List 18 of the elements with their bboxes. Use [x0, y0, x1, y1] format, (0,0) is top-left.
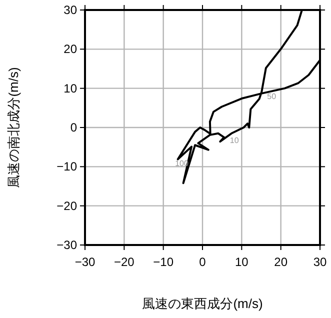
- y-tick-label: 0: [70, 120, 78, 134]
- x-tick-label: −30: [74, 255, 96, 269]
- annotation: 10: [230, 136, 240, 146]
- y-tick-label: −30: [56, 238, 78, 252]
- x-tick-label: −10: [153, 255, 174, 269]
- y-tick-label: 10: [64, 81, 78, 96]
- y-tick-label: −20: [56, 198, 78, 213]
- annotation: 50: [267, 92, 277, 102]
- y-tick-label: −10: [56, 160, 78, 174]
- y-tick-label: 20: [64, 42, 78, 56]
- x-tick-label: 0: [199, 255, 206, 269]
- x-tick-label: 30: [313, 255, 327, 269]
- x-tick-label: −20: [114, 255, 135, 269]
- x-tick-label: 10: [234, 255, 249, 269]
- x-tick-label: 20: [274, 255, 288, 269]
- y-axis-title: 風速の南北成分(m/s): [6, 67, 21, 188]
- x-axis-title: 風速の東西成分(m/s): [142, 296, 263, 311]
- y-tick-label: 30: [64, 3, 78, 17]
